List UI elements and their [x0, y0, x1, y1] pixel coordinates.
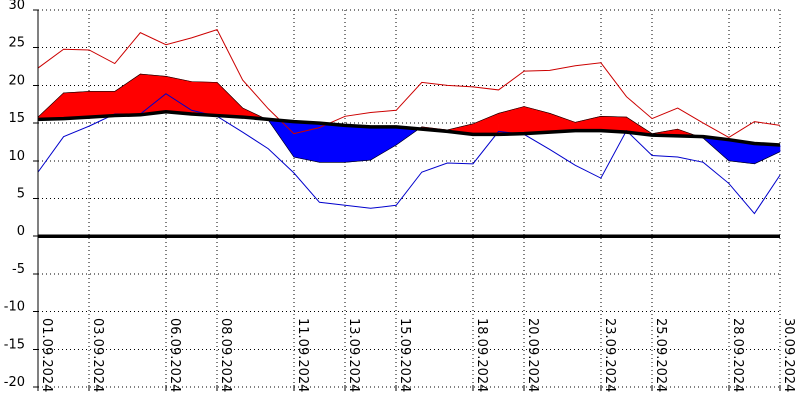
- above-normal-area: [63, 91, 90, 119]
- y-tick-label: -15: [4, 337, 25, 352]
- min-temperature-line: [37, 93, 781, 215]
- normal-temperature-line: [37, 110, 781, 147]
- x-tick-label: 06.09.2024: [167, 318, 182, 392]
- below-normal-area: [293, 121, 320, 163]
- above-normal-area: [191, 81, 218, 116]
- below-normal-area: [319, 122, 346, 163]
- x-tick-label: 23.09.2024: [602, 318, 617, 392]
- y-tick-label: -5: [12, 262, 25, 277]
- x-tick-label: 11.09.2024: [295, 318, 310, 392]
- x-tick-label: 01.09.2024: [39, 318, 54, 392]
- axis-layer: [33, 9, 781, 391]
- above-normal-area: [216, 81, 243, 118]
- x-tick-label: 18.09.2024: [474, 318, 489, 392]
- y-tick-label: 20: [8, 73, 25, 88]
- series-line-layer: [37, 28, 781, 238]
- below-normal-area: [370, 126, 397, 161]
- x-tick-label: 15.09.2024: [397, 318, 412, 392]
- y-tick-label: 0: [17, 224, 25, 239]
- y-tick-label: 25: [8, 36, 25, 51]
- y-tick-label: 30: [8, 0, 25, 13]
- x-tick-label: 30.09.2024: [781, 318, 796, 392]
- y-tick-label: 10: [8, 149, 25, 164]
- above-normal-area: [498, 106, 525, 135]
- x-tick-label: 28.09.2024: [730, 318, 745, 392]
- above-normal-area: [472, 112, 499, 135]
- above-normal-area: [165, 75, 192, 115]
- y-tick-label: -20: [4, 375, 25, 390]
- y-tick-label: 15: [8, 111, 25, 126]
- mean-outline: [37, 73, 781, 165]
- x-tick-label: 08.09.2024: [218, 318, 233, 392]
- y-tick-label: 5: [17, 187, 25, 202]
- above-normal-area: [114, 73, 141, 116]
- tick-label-layer: 30 25 20 15 10 5 0 -5 -10 -15 -20 01.09.2024 03.09.2…: [4, 0, 796, 392]
- above-normal-area: [575, 115, 602, 131]
- max-temperature-line: [37, 28, 781, 139]
- y-tick-label: -10: [4, 300, 25, 315]
- anomaly-area-layer: [37, 73, 781, 165]
- grid-layer: [37, 9, 781, 388]
- above-normal-area: [523, 106, 551, 134]
- above-normal-area: [140, 73, 167, 116]
- x-tick-label: 20.09.2024: [525, 318, 540, 392]
- x-tick-label: 25.09.2024: [653, 318, 668, 392]
- above-normal-area: [88, 91, 116, 118]
- x-tick-label: 13.09.2024: [346, 318, 361, 392]
- below-normal-area: [344, 125, 371, 163]
- x-tick-label: 03.09.2024: [90, 318, 105, 392]
